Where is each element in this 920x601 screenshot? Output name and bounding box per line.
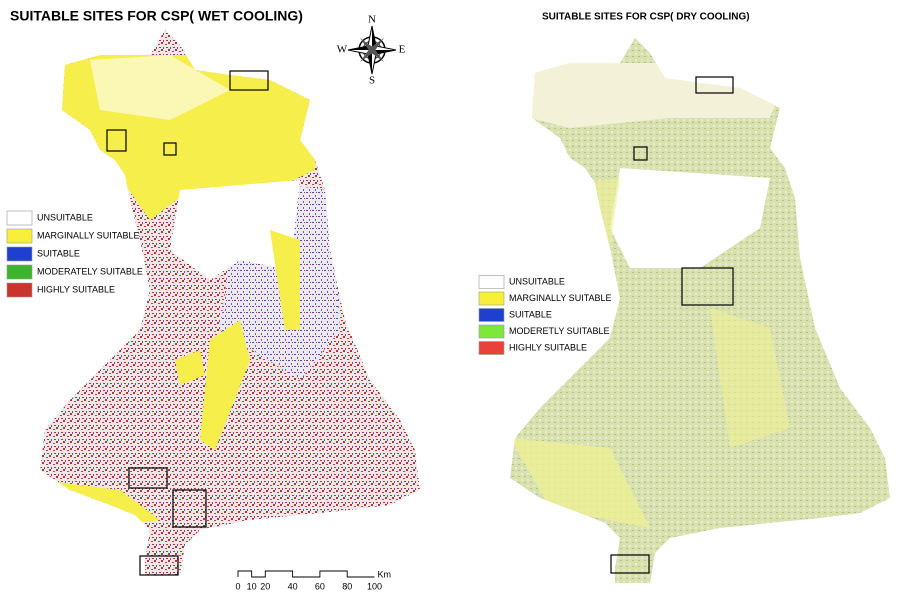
legend-label: UNSUITABLE <box>37 212 93 222</box>
legend-swatch <box>478 308 505 322</box>
legend-label: SUITABLE <box>509 309 552 319</box>
legend-swatch <box>6 282 33 298</box>
scale-unit: Km <box>378 569 392 579</box>
compass <box>347 25 397 75</box>
compass-label: W <box>337 44 348 56</box>
legend-label: MODERATELY SUITABLE <box>37 266 143 276</box>
map-title: SUITABLE SITES FOR CSP( DRY COOLING) <box>542 12 750 23</box>
scale-line <box>237 570 375 578</box>
legend-label: UNSUITABLE <box>509 276 565 286</box>
legend-label: HIGHLY SUITABLE <box>509 342 587 352</box>
scale-label: 10 <box>247 581 257 591</box>
compass-label: E <box>399 44 406 56</box>
wet-map <box>40 30 420 576</box>
legend-label: MODERETLY SUITABLE <box>509 326 610 336</box>
compass-label: N <box>368 14 376 26</box>
legend-label: SUITABLE <box>37 248 80 258</box>
legend-swatch <box>478 291 505 306</box>
legend-swatch <box>6 246 33 262</box>
legend-swatch <box>478 324 505 339</box>
compass-label: S <box>369 75 375 87</box>
legend-swatch <box>6 210 33 226</box>
scale-label: 100 <box>367 581 382 591</box>
dry-map <box>510 38 890 583</box>
legends: UNSUITABLE MARGINALLY SUITABLE SUITABLE MOD… <box>6 210 612 355</box>
legend-swatch <box>6 264 33 280</box>
scale-label: 40 <box>288 581 298 591</box>
legend-swatch <box>478 341 505 355</box>
legend-label: MARGINALLY SUITABLE <box>509 293 612 303</box>
scale-bar: 0 10 20 40 60 80 100 Km <box>235 569 391 591</box>
scale-label: 60 <box>315 581 325 591</box>
scale-label: 0 <box>235 581 240 591</box>
scale-label: 80 <box>342 581 352 591</box>
legend-swatch <box>478 275 505 289</box>
legend-label: MARGINALLY SUITABLE <box>37 230 140 240</box>
map-title: SUITABLE SITES FOR CSP( WET COOLING) <box>10 8 303 24</box>
scale-label: 20 <box>260 581 270 591</box>
legend-swatch <box>6 228 33 244</box>
legend-label: HIGHLY SUITABLE <box>37 284 115 294</box>
